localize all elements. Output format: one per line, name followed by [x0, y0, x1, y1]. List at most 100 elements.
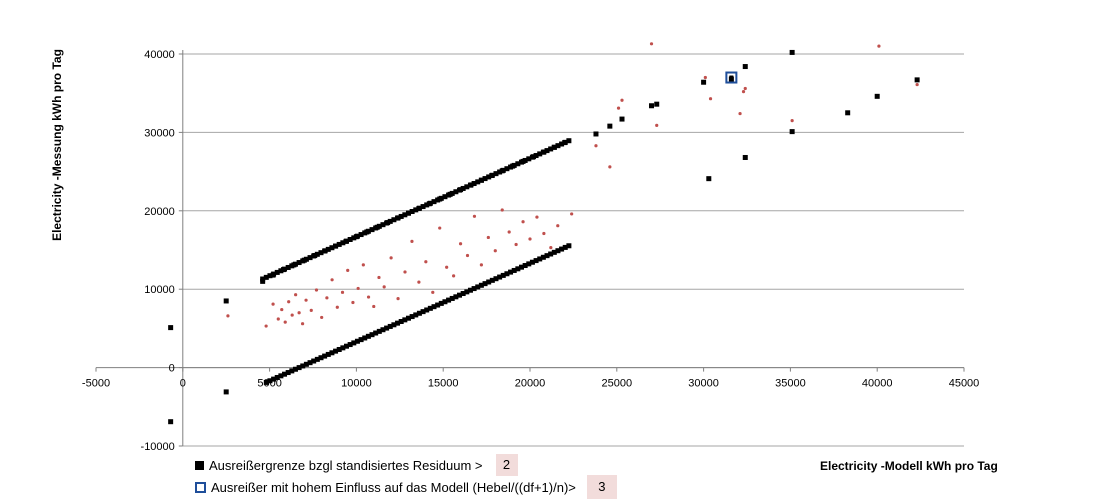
- bound-point: [369, 227, 375, 233]
- measurement-point: [356, 286, 360, 291]
- bound-point: [526, 261, 532, 267]
- measurement-point: [417, 280, 421, 284]
- outlier-bound-point: [260, 278, 266, 284]
- bound-point: [522, 263, 528, 269]
- y-axis-label: Electricity -Messung kWh pro Tag: [50, 49, 64, 241]
- bound-point: [391, 322, 397, 328]
- bound-point: [486, 279, 492, 285]
- y-tick-label: 40000: [144, 49, 175, 61]
- bound-point: [475, 284, 481, 290]
- x-tick-label: 40000: [862, 378, 893, 390]
- bound-point: [464, 289, 470, 295]
- measurement-point: [382, 285, 386, 289]
- measurement-point: [351, 300, 355, 305]
- bound-point: [537, 151, 543, 157]
- legend-hollow-square-icon: [195, 481, 206, 493]
- bound-point: [358, 232, 364, 238]
- outlier-bound-point: [223, 389, 229, 395]
- bound-point: [278, 268, 284, 274]
- x-tick-label: 0: [180, 378, 186, 390]
- measurement-point: [877, 44, 881, 48]
- bound-point: [329, 245, 335, 251]
- bound-point: [518, 264, 524, 270]
- measurement-point: [294, 293, 298, 297]
- measurement-point: [283, 320, 287, 324]
- bound-point: [292, 366, 298, 372]
- outlier-bound-point: [426, 201, 432, 207]
- bound-point: [311, 358, 317, 364]
- measurement-point: [570, 212, 574, 216]
- measurement-point: [445, 265, 449, 269]
- bound-point: [431, 199, 437, 205]
- measurement-point: [287, 300, 291, 304]
- bound-point: [562, 244, 568, 250]
- bound-point: [508, 269, 514, 275]
- legend-item-influence: Ausreißer mit hohem Einfluss auf das Mod…: [195, 475, 617, 499]
- bound-point: [489, 277, 495, 283]
- x-tick-label: 45000: [949, 378, 980, 390]
- measurement-point: [361, 263, 365, 267]
- bound-point: [529, 259, 535, 265]
- bound-point: [460, 185, 466, 191]
- outlier-bound-point: [447, 191, 453, 197]
- measurement-point: [620, 98, 624, 102]
- bound-point: [398, 319, 404, 325]
- measurement-point: [431, 290, 435, 294]
- bound-point: [482, 281, 488, 287]
- y-tick-label: 20000: [144, 206, 175, 218]
- measurement-point: [649, 42, 654, 46]
- bound-point: [453, 294, 459, 300]
- measurement-point: [325, 296, 329, 300]
- outlier-bound-point: [789, 129, 795, 135]
- measurement-point: [655, 123, 659, 127]
- outlier-bound-point: [333, 243, 339, 249]
- outlier-bound-point: [742, 64, 748, 70]
- bound-point: [544, 253, 550, 259]
- outlier-bound-point: [437, 196, 443, 202]
- bound-point: [318, 355, 324, 361]
- outlier-bound-point: [701, 79, 707, 85]
- bound-point: [515, 266, 521, 272]
- measurement-point: [915, 82, 919, 87]
- bound-point: [376, 328, 382, 334]
- outlier-bound-point: [168, 325, 174, 331]
- bound-point: [493, 276, 499, 282]
- bound-point: [395, 320, 401, 326]
- measurement-point: [335, 305, 339, 309]
- measurement-point: [500, 208, 504, 212]
- measurement-point: [424, 260, 428, 264]
- outlier-bound-point: [280, 267, 286, 273]
- measurement-point: [314, 288, 319, 292]
- bound-point: [427, 305, 433, 311]
- bound-point: [559, 246, 565, 252]
- bound-point: [387, 323, 393, 329]
- bound-point: [555, 143, 561, 149]
- outlier-bound-point: [649, 103, 655, 109]
- measurement-point: [452, 274, 456, 278]
- x-tick-label: -5000: [82, 378, 110, 390]
- bound-point: [347, 342, 353, 348]
- outlier-bound-point: [223, 298, 229, 304]
- bound-point: [540, 254, 546, 260]
- influence-point: [725, 71, 738, 84]
- bound-point: [340, 240, 346, 246]
- outlier-bound-point: [385, 220, 391, 226]
- measurement-point: [608, 165, 612, 169]
- y-tick-label: -10000: [141, 441, 175, 453]
- bound-point: [318, 250, 324, 256]
- bound-point: [325, 351, 331, 357]
- measurement-point: [514, 242, 518, 247]
- outlier-bound-point: [168, 419, 174, 425]
- bound-point: [380, 327, 386, 333]
- bound-point: [263, 274, 269, 280]
- x-tick-label: 15000: [428, 378, 459, 390]
- bound-point: [285, 370, 291, 376]
- bound-point: [555, 248, 561, 254]
- measurement-point: [340, 290, 345, 294]
- bound-point: [438, 300, 444, 306]
- outlier-bound-point: [742, 154, 748, 160]
- measurement-point: [276, 317, 280, 321]
- measurement-point: [616, 106, 621, 110]
- bound-point: [504, 271, 510, 277]
- bound-point: [420, 309, 426, 315]
